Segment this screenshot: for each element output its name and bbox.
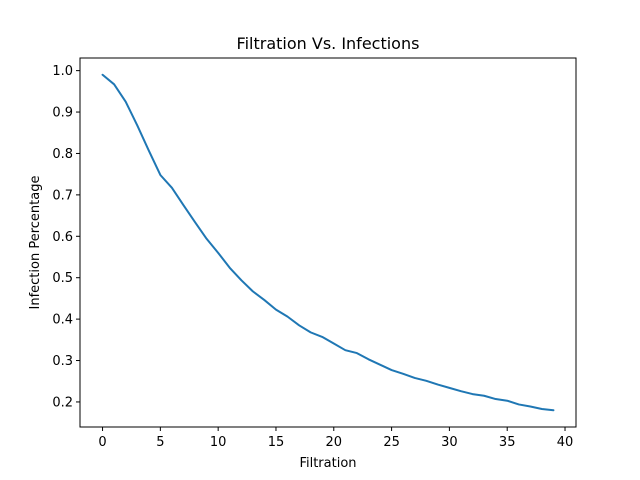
x-tick-label: 15 [268,435,285,450]
y-tick-label: 1.0 [52,64,73,79]
y-tick-label: 0.5 [52,271,73,286]
x-tick-label: 20 [326,435,343,450]
y-axis-ticks: 0.2 0.3 0.4 0.5 0.6 0.7 0.8 0.9 1.0 [52,64,80,410]
x-tick-label: 5 [156,435,164,450]
y-tick-label: 0.4 [52,313,73,328]
x-tick-label: 30 [441,435,458,450]
y-tick-label: 0.7 [52,188,73,203]
y-axis-label: Infection Percentage [28,176,43,310]
x-axis-label: Filtration [299,456,356,471]
plot-area [79,57,577,428]
x-tick-label: 0 [98,435,106,450]
y-tick-label: 0.3 [52,354,73,369]
chart-title: Filtration Vs. Infections [237,34,420,53]
x-axis-ticks: 0 5 10 15 20 25 30 35 40 [98,427,573,450]
x-tick-label: 40 [557,435,574,450]
x-tick-label: 25 [383,435,400,450]
x-tick-label: 10 [210,435,227,450]
y-tick-label: 0.2 [52,395,73,410]
series-line-infection-percentage [101,73,555,412]
y-tick-label: 0.8 [52,147,73,162]
y-tick-label: 0.6 [52,230,73,245]
axes-frame [79,57,577,428]
x-tick-label: 35 [499,435,516,450]
y-tick-label: 0.9 [52,106,73,121]
